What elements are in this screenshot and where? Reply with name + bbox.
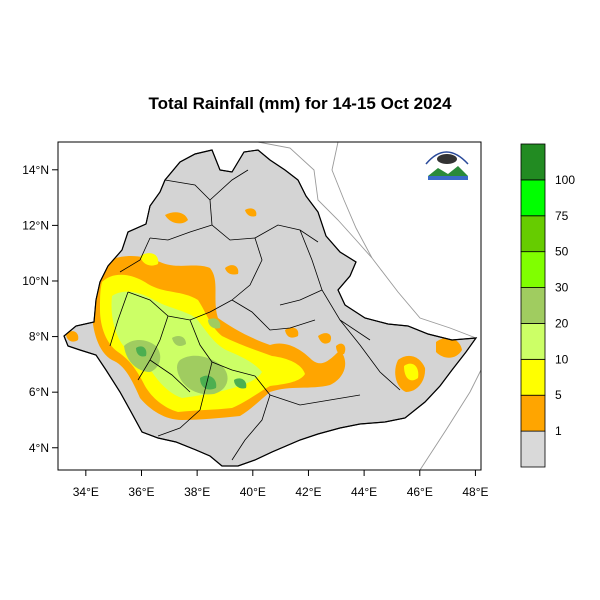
ethiopia-outline bbox=[63, 149, 478, 467]
legend-label: 20 bbox=[555, 316, 569, 330]
legend-label: 100 bbox=[555, 173, 575, 187]
y-tick-label: 14°N bbox=[22, 163, 49, 177]
admin-boundaries bbox=[109, 169, 401, 461]
y-tick-label: 12°N bbox=[22, 218, 49, 232]
legend-swatch bbox=[520, 179, 546, 217]
y-axis-ticks: 4°N 6°N 8°N 10°N 12°N 14°N bbox=[22, 163, 58, 455]
x-tick-label: 40°E bbox=[240, 485, 266, 499]
legend-label: 5 bbox=[555, 388, 562, 402]
x-tick-label: 34°E bbox=[73, 485, 99, 499]
x-tick-label: 46°E bbox=[407, 485, 433, 499]
legend-swatch bbox=[520, 394, 546, 432]
legend-swatch bbox=[520, 430, 546, 468]
legend-swatch bbox=[520, 287, 546, 324]
legend-swatch bbox=[520, 251, 546, 288]
x-tick-label: 36°E bbox=[128, 485, 154, 499]
x-axis-ticks: 34°E 36°E 38°E 40°E 42°E 44°E 46°E 48°E bbox=[73, 470, 489, 499]
legend-label: 50 bbox=[555, 245, 569, 259]
y-tick-label: 6°N bbox=[29, 385, 49, 399]
legend-label: 10 bbox=[555, 352, 569, 366]
x-tick-label: 42°E bbox=[295, 485, 321, 499]
legend-swatch bbox=[520, 323, 546, 360]
emi-logo bbox=[424, 148, 470, 186]
x-tick-label: 44°E bbox=[351, 485, 377, 499]
legend-swatch bbox=[520, 143, 546, 181]
x-tick-label: 38°E bbox=[184, 485, 210, 499]
plot-frame bbox=[57, 141, 482, 471]
neighbor-boundaries bbox=[257, 141, 482, 471]
y-tick-label: 4°N bbox=[29, 441, 49, 455]
y-tick-label: 8°N bbox=[29, 330, 49, 344]
legend-label: 30 bbox=[555, 281, 569, 295]
legend-label: 1 bbox=[555, 424, 562, 438]
x-tick-label: 48°E bbox=[462, 485, 488, 499]
legend-swatch bbox=[520, 358, 546, 396]
color-legend: 1 5 10 20 30 50 75 100 bbox=[520, 143, 575, 468]
map-title: Total Rainfall (mm) for 14-15 Oct 2024 bbox=[148, 94, 452, 113]
legend-swatch bbox=[520, 215, 546, 253]
rainfall-shading bbox=[66, 208, 462, 420]
legend-label: 75 bbox=[555, 209, 569, 223]
y-tick-label: 10°N bbox=[22, 274, 49, 288]
